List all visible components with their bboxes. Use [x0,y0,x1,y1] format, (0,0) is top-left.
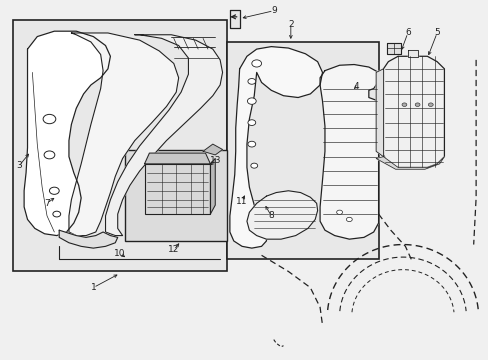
Polygon shape [210,158,215,214]
Polygon shape [320,64,378,239]
Circle shape [44,151,55,159]
Text: 2: 2 [287,19,293,28]
Circle shape [43,114,56,124]
Bar [144,164,210,214]
Circle shape [49,187,59,194]
Text: 9: 9 [270,6,276,15]
Circle shape [247,141,255,147]
Text: 8: 8 [268,211,274,220]
Circle shape [427,103,432,107]
Circle shape [346,217,351,222]
Polygon shape [407,50,417,57]
Text: 13: 13 [209,156,221,165]
Circle shape [247,98,256,104]
Circle shape [336,210,342,215]
Polygon shape [144,153,210,164]
Circle shape [247,78,255,84]
Polygon shape [24,31,110,235]
Text: 4: 4 [353,82,359,91]
Bar [13,21,227,271]
Polygon shape [203,144,222,155]
Polygon shape [105,35,222,235]
Bar [227,42,378,259]
Text: 12: 12 [168,246,179,255]
Polygon shape [386,43,400,54]
Circle shape [414,103,419,107]
Polygon shape [69,33,178,235]
Polygon shape [375,157,444,169]
Text: 5: 5 [433,28,439,37]
Polygon shape [59,230,118,248]
Circle shape [247,120,255,126]
Polygon shape [229,10,239,28]
Text: 3: 3 [16,161,22,170]
Bar [125,149,227,241]
Circle shape [401,103,406,107]
Polygon shape [229,46,322,248]
Circle shape [53,211,61,217]
Text: 7: 7 [44,199,50,208]
Polygon shape [383,56,444,167]
Circle shape [250,163,257,168]
Text: 1: 1 [90,283,96,292]
Text: 10: 10 [114,249,125,258]
Text: 6: 6 [404,28,410,37]
Circle shape [251,60,261,67]
Polygon shape [375,69,383,157]
Polygon shape [246,191,317,239]
Text: 11: 11 [236,197,247,206]
